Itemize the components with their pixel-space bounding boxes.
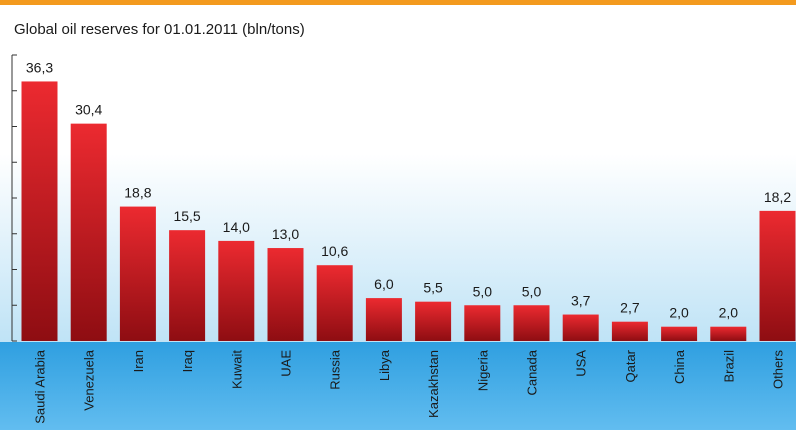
bar [513,305,550,341]
chart-title: Global oil reserves for 01.01.2011 (bln/… [14,21,305,38]
bar [611,321,648,341]
value-label: 30,4 [75,102,102,118]
top-strip [0,0,796,5]
category-band [0,342,796,430]
x-tick-label: Canada [525,349,540,395]
value-label: 14,0 [223,219,250,235]
bar [562,314,599,341]
bar [70,123,107,341]
bar [759,210,796,341]
x-tick-label: USA [574,350,589,377]
value-label: 36,3 [26,59,53,75]
x-tick-label: Brazil [721,350,736,383]
bar [119,206,156,341]
background [0,0,796,342]
x-tick-label: Kuwait [229,350,244,389]
value-label: 18,8 [124,185,151,201]
value-label: 5,0 [522,283,542,299]
bar [710,326,747,341]
bar [316,265,353,341]
x-tick-label: Iraq [180,350,195,372]
x-tick-label: Saudi Arabia [33,349,48,423]
bar [365,298,402,341]
bar [464,305,501,341]
x-tick-label: Venezuela [82,349,97,410]
value-label: 13,0 [272,226,299,242]
bar [661,326,698,341]
value-label: 15,5 [173,208,200,224]
bar [21,81,58,341]
x-tick-label: Iran [131,350,146,372]
x-tick-label: Russia [328,349,343,390]
value-label: 2,7 [620,300,640,316]
x-tick-label: Others [771,350,786,390]
value-label: 2,0 [719,305,739,321]
x-tick-label: Libya [377,349,392,381]
bar [169,230,206,341]
value-label: 5,5 [423,280,443,296]
value-label: 5,0 [473,283,493,299]
bar [218,240,255,341]
bar [267,248,304,341]
value-label: 10,6 [321,243,348,259]
x-tick-label: Kazakhstan [426,350,441,418]
value-label: 3,7 [571,293,591,309]
x-tick-label: UAE [279,350,294,377]
x-tick-label: Nigeria [475,349,490,391]
value-label: 2,0 [669,305,689,321]
x-tick-label: China [672,349,687,384]
x-tick-label: Qatar [623,349,638,382]
value-label: 18,2 [764,189,791,205]
bar [415,301,452,341]
value-label: 6,0 [374,276,394,292]
